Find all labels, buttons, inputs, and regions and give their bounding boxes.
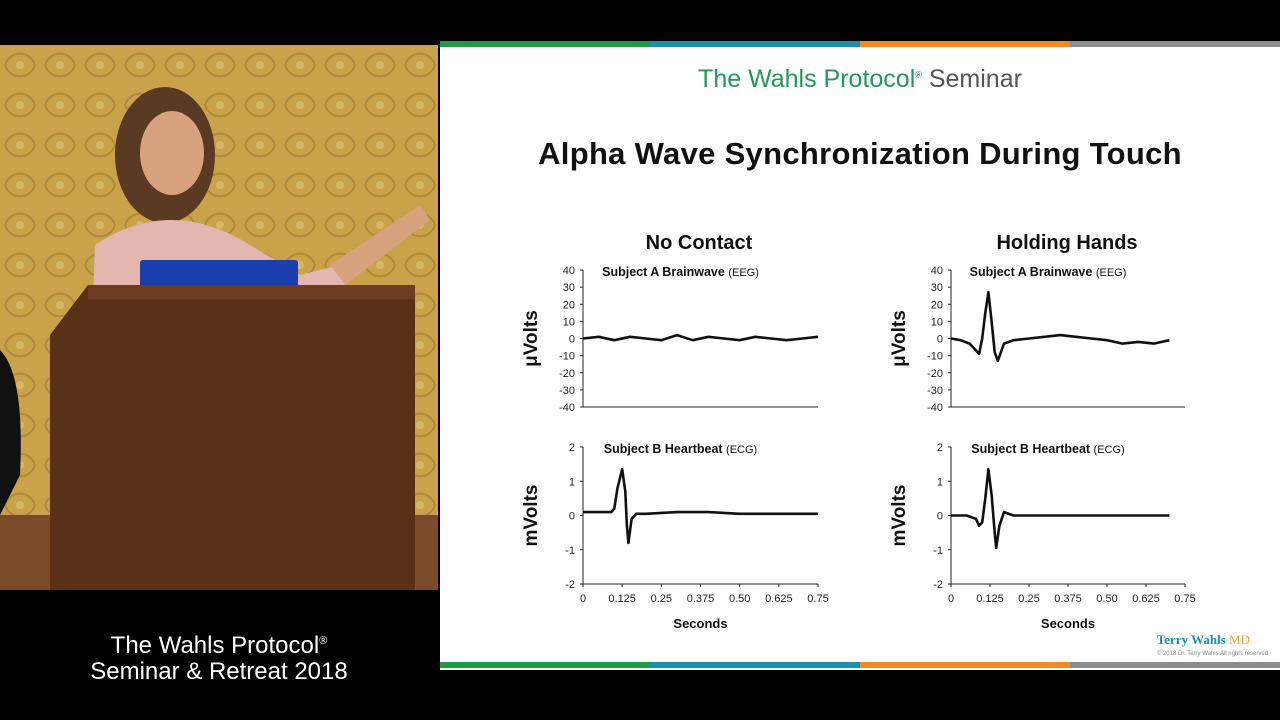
y-tick-label: 20 — [563, 299, 575, 311]
x-tick-label: 0.50 — [729, 593, 750, 605]
y-tick-label: 0 — [937, 511, 943, 523]
stripe-orange — [860, 662, 1070, 668]
x-tick-label: 0.25 — [1018, 593, 1039, 605]
chart-title-suffix: (ECG) — [1094, 444, 1125, 456]
y-axis-label: μVolts — [521, 310, 542, 367]
top-color-stripe — [440, 41, 1280, 47]
chart-title-text: Subject B Heartbeat — [971, 442, 1093, 456]
stripe-teal — [650, 662, 860, 668]
y-axis-label: μVolts — [889, 310, 910, 367]
slide-title: Alpha Wave Synchronization During Touch — [538, 136, 1182, 171]
y-axis-label: mVolts — [889, 485, 910, 547]
slide-header: The Wahls Protocol® Seminar — [440, 65, 1280, 94]
logo-name: Terry Wahls — [1156, 632, 1226, 647]
series-line — [951, 468, 1170, 550]
y-tick-label: 2 — [569, 442, 575, 454]
x-tick-label: 0.625 — [1132, 593, 1160, 605]
y-tick-label: -10 — [559, 351, 575, 363]
y-tick-label: 10 — [931, 316, 943, 328]
y-tick-label: 1 — [937, 476, 943, 488]
series-line — [582, 333, 819, 342]
y-tick-label: -30 — [559, 385, 575, 397]
y-tick-label: -2 — [565, 579, 575, 591]
header-brand: The Wahls Protocol — [698, 65, 916, 93]
y-tick-label: 1 — [569, 476, 575, 488]
y-axis-label: mVolts — [521, 485, 542, 547]
y-tick-label: -10 — [927, 351, 943, 363]
y-tick-label: -20 — [559, 368, 575, 380]
x-axis-label: Seconds — [673, 616, 727, 631]
x-tick-label: 0.375 — [1054, 593, 1082, 605]
x-tick-label: 0.625 — [765, 593, 793, 605]
stripe-orange — [860, 41, 1070, 47]
chart-2: 2 1 0 -1 -2 0 0.125 0.25 0.375 0.50 0.625 0.75 Subje… — [521, 442, 829, 631]
x-tick-label: 0 — [580, 593, 586, 605]
caption-reg: ® — [319, 635, 328, 647]
stripe-green — [440, 662, 650, 668]
chart-title-suffix: (EEG) — [1096, 267, 1127, 279]
series-line — [950, 291, 1170, 363]
terry-wahls-logo: Terry Wahls MD — [1157, 632, 1250, 648]
y-tick-label: 20 — [931, 299, 943, 311]
y-tick-label: 0 — [937, 334, 943, 346]
charts-area: No Contact Holding Hands 403020100-10-20… — [521, 232, 1196, 631]
x-tick-label: 0 — [948, 593, 954, 605]
x-tick-label: 0.50 — [1096, 593, 1117, 605]
chart-1: 40 30 20 10 0 -10 -20 -30 -40 Subject A Brainwave… — [521, 265, 819, 414]
x-tick-label: 0.25 — [651, 593, 672, 605]
x-tick-label: 0.375 — [687, 593, 715, 605]
chart-title: Subject A Brainwave (EEG) — [970, 265, 1127, 279]
chart-title: Subject B Heartbeat (ECG) — [971, 442, 1124, 456]
stripe-teal — [650, 41, 860, 47]
logo-md: MD — [1229, 632, 1250, 647]
y-tick-label: -1 — [933, 545, 943, 557]
stripe-gray — [1070, 662, 1280, 668]
x-tick-label: 0.125 — [608, 593, 636, 605]
copyright-notice: © 2018 Dr. Terry Wahls All rights reserv… — [1156, 651, 1268, 657]
column-title-no-contact: No Contact — [646, 232, 753, 254]
presentation-slide: The Wahls Protocol® Seminar Alpha Wave S… — [440, 41, 1280, 670]
y-tick-label: 40 — [931, 265, 943, 277]
y-tick-label: -2 — [933, 579, 943, 591]
y-tick-label: 2 — [937, 442, 943, 454]
y-tick-label: -20 — [927, 368, 943, 380]
y-tick-label: -40 — [927, 402, 943, 414]
x-tick-label: 0.125 — [976, 593, 1004, 605]
series-line — [583, 468, 818, 545]
x-axis-label: Seconds — [1041, 616, 1095, 631]
y-tick-label: 10 — [563, 316, 575, 328]
x-tick-label: 0.75 — [807, 593, 828, 605]
y-tick-label: -1 — [565, 545, 575, 557]
y-tick-label: -30 — [927, 385, 943, 397]
column-title-holding-hands: Holding Hands — [996, 232, 1137, 254]
chart-3: 40 30 20 10 0 -10 -20 -30 -40 Subject A Brainwave… — [889, 265, 1185, 414]
chart-title-text: Subject A Brainwave — [602, 265, 728, 279]
event-caption: The Wahls Protocol® Seminar & Retreat 20… — [0, 628, 438, 685]
x-tick-label: 0.75 — [1174, 593, 1195, 605]
chart-title-suffix: (EEG) — [728, 267, 759, 279]
header-reg: ® — [915, 69, 922, 80]
header-suffix: Seminar — [921, 65, 1022, 93]
y-tick-label: 0 — [569, 511, 575, 523]
chart-title: Subject B Heartbeat (ECG) — [604, 442, 757, 456]
stripe-green — [440, 41, 650, 47]
stripe-gray — [1070, 41, 1280, 47]
caption-line1: The Wahls Protocol — [110, 632, 320, 659]
chart-title: Subject A Brainwave (EEG) — [602, 265, 759, 279]
y-tick-label: 0 — [569, 334, 575, 346]
speaker-video — [0, 45, 438, 590]
chart-4: 2 1 0 -1 -2 0 0.125 0.25 0.375 0.50 0.625 0.75 Subje… — [889, 442, 1196, 631]
caption-line2: Seminar & Retreat 2018 — [90, 658, 348, 685]
y-tick-label: 30 — [563, 282, 575, 294]
chart-title-text: Subject B Heartbeat — [604, 442, 726, 456]
chart-title-suffix: (ECG) — [726, 444, 757, 456]
bottom-color-stripe — [440, 662, 1280, 668]
y-tick-label: -40 — [559, 402, 575, 414]
y-tick-label: 40 — [563, 265, 575, 277]
y-tick-label: 30 — [931, 282, 943, 294]
chart-title-text: Subject A Brainwave — [970, 265, 1096, 279]
